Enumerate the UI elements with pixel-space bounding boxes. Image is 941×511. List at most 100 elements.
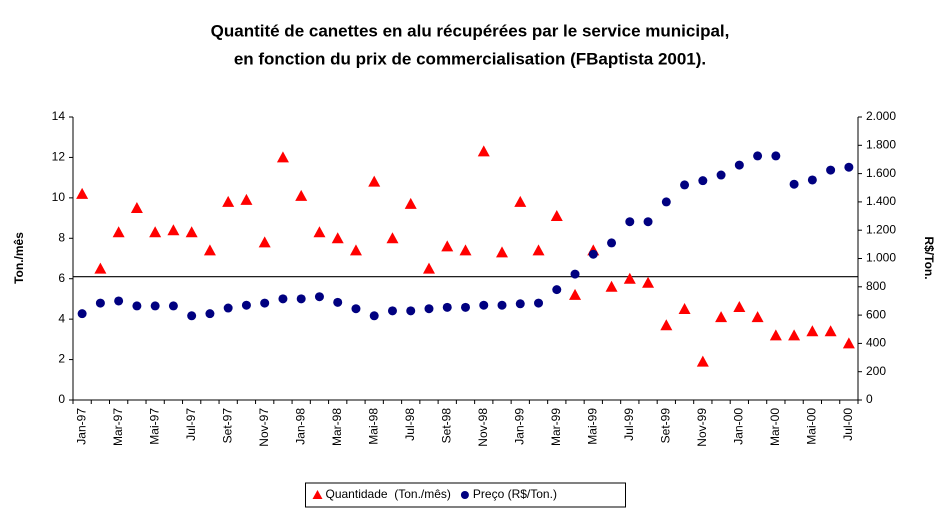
y2-tick-label: 400: [866, 336, 886, 350]
data-point: [260, 298, 270, 308]
data-point: [296, 294, 306, 304]
y-tick-label: 8: [58, 230, 65, 244]
data-point: [497, 300, 507, 310]
y2-tick-label: 1.800: [866, 137, 896, 151]
x-tick-label: Jan-00: [732, 408, 746, 445]
data-point: [185, 226, 198, 238]
data-point: [424, 304, 434, 314]
x-tick-label: Mai-98: [366, 408, 380, 445]
data-point: [132, 301, 142, 311]
y-tick-label: 6: [58, 271, 65, 285]
data-point: [76, 187, 89, 199]
y2-axis-title: R$/Ton.: [922, 236, 936, 279]
data-point: [625, 217, 635, 227]
chart-title-line: Quantité de canettes en alu récupérées p…: [211, 21, 730, 40]
data-point: [680, 180, 690, 190]
chart-title-line: en fonction du prix de commercialisation…: [234, 49, 706, 68]
x-tick-label: Set-99: [658, 408, 672, 444]
data-point: [826, 165, 836, 175]
data-point: [295, 189, 308, 201]
data-point: [570, 269, 580, 279]
y2-tick-label: 1.400: [866, 194, 896, 208]
x-tick-label: Mar-98: [330, 408, 344, 446]
data-point: [515, 299, 525, 309]
data-point: [112, 226, 125, 238]
data-point: [223, 303, 233, 313]
data-point: [824, 325, 837, 337]
data-point: [276, 151, 289, 163]
x-tick-label: Mar-99: [549, 408, 563, 446]
data-point: [477, 145, 490, 157]
x-tick-label: Mai-00: [805, 408, 819, 445]
data-point: [769, 329, 782, 341]
x-tick-label: Jul-99: [622, 408, 636, 441]
data-point: [734, 160, 744, 170]
y-tick-label: 0: [58, 392, 65, 406]
x-tick-label: Nov-99: [695, 408, 709, 447]
y2-tick-label: 1.600: [866, 166, 896, 180]
legend-label: Preço (R$/Ton.): [473, 487, 557, 501]
data-point: [167, 224, 180, 236]
y2-tick-label: 800: [866, 279, 886, 293]
data-point: [844, 162, 854, 172]
legend-label: Quantidade (Ton./mês): [326, 487, 451, 501]
data-point: [387, 306, 397, 316]
data-point: [696, 355, 709, 367]
data-point: [461, 302, 470, 312]
data-point: [534, 298, 544, 308]
x-tick-label: Jan-99: [512, 408, 526, 445]
data-point: [569, 288, 582, 300]
data-point: [205, 309, 215, 319]
data-point: [95, 298, 105, 308]
data-point: [240, 193, 253, 205]
data-point: [678, 303, 691, 315]
x-tick-label: Jul-00: [841, 408, 855, 441]
legend-marker: [312, 490, 323, 499]
data-point: [753, 151, 763, 161]
data-point: [258, 236, 271, 248]
data-point: [241, 300, 251, 310]
x-tick-label: Jan-97: [74, 408, 88, 445]
data-point: [715, 311, 728, 323]
data-point: [623, 272, 636, 284]
x-tick-label: Jul-98: [403, 408, 417, 441]
x-tick-label: Set-97: [220, 408, 234, 444]
x-tick-label: Set-98: [439, 408, 453, 444]
data-point: [588, 249, 598, 259]
data-point: [442, 302, 452, 312]
data-point: [114, 296, 124, 306]
data-point: [404, 197, 417, 209]
data-point: [331, 232, 344, 244]
legend-marker: [460, 491, 469, 499]
data-point: [716, 170, 726, 180]
x-tick-label: Mai-99: [585, 408, 599, 445]
y2-tick-label: 0: [866, 392, 873, 406]
data-point: [77, 309, 87, 319]
data-point: [532, 244, 545, 256]
data-point: [771, 151, 781, 161]
data-point: [788, 329, 801, 341]
data-point: [349, 244, 362, 256]
data-point: [698, 176, 708, 186]
data-point: [313, 226, 326, 238]
data-point: [187, 311, 197, 321]
data-point: [605, 280, 618, 292]
data-point: [789, 179, 799, 189]
data-point: [552, 285, 562, 295]
data-point: [660, 319, 673, 331]
data-point: [278, 294, 288, 304]
x-tick-label: Mai-97: [147, 408, 161, 445]
data-point: [369, 311, 379, 321]
x-tick-label: Mar-00: [768, 408, 782, 446]
data-point: [149, 226, 162, 238]
data-point: [479, 300, 489, 310]
data-point: [807, 175, 817, 185]
data-point: [94, 262, 107, 274]
x-tick-label: Nov-97: [257, 408, 271, 447]
data-point: [496, 246, 509, 258]
y2-tick-label: 1.000: [866, 251, 896, 265]
y-tick-label: 12: [52, 150, 66, 164]
data-point: [514, 195, 527, 207]
data-point: [222, 195, 235, 207]
